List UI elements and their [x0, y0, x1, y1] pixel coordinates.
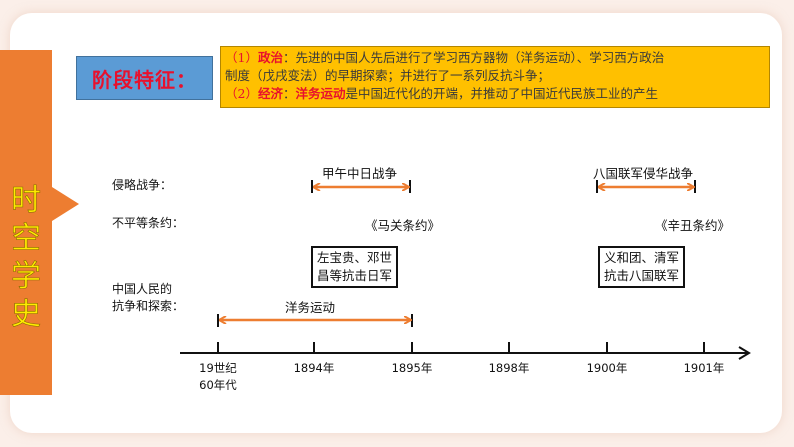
economy-text: 是中国近代化的开端，并推动了中国近代民族工业的产生	[345, 86, 659, 101]
event-westernization-movement: 洋务运动	[285, 300, 336, 315]
tick-label-line: 19世纪	[199, 361, 237, 375]
stage-line-3: （2）经济：洋务运动是中国近代化的开端，并推动了中国近代民族工业的产生	[225, 85, 765, 103]
resistance-2-line-2: 抗击八国联军	[604, 268, 680, 283]
side-panel: 时 空 学 史	[0, 50, 52, 395]
tick-label: 1898年	[488, 361, 530, 375]
stage-features-text: （1）政治：先进的中国人先后进行了学习西方器物（洋务运动）、学习西方政治 制度（…	[220, 46, 770, 108]
economy-key: 经济	[257, 86, 283, 101]
treaty-boxer-protocol: 《辛丑条约》	[655, 218, 731, 233]
side-title-char: 学	[11, 259, 42, 295]
resistance-1-line-1: 左宝贵、邓世	[317, 250, 393, 265]
tick-label: 1901年	[683, 361, 725, 375]
side-title-char: 史	[11, 297, 42, 333]
row-label-people-1: 中国人民的	[112, 282, 173, 296]
resistance-2-line-1: 义和团、清军	[604, 250, 680, 265]
resistance-box-1: 左宝贵、邓世 昌等抗击日军	[311, 246, 399, 288]
row-label-war: 侵略战争：	[112, 178, 173, 192]
tick-label: 1894年	[293, 361, 335, 375]
event-sino-japanese-war: 甲午中日战争	[322, 166, 398, 181]
tick-label: 1900年	[586, 361, 628, 375]
politics-key: 政治	[257, 50, 283, 65]
westernization-key: 洋务运动	[295, 86, 346, 101]
item-number: （2）	[225, 86, 258, 101]
tick-label: 1895年	[391, 361, 433, 375]
stage-line-2: 制度（戊戌变法）的早期探索；并进行了一系列反抗斗争；	[225, 68, 551, 83]
stage-line-1: （1）政治：先进的中国人先后进行了学习西方器物（洋务运动）、学习西方政治	[225, 49, 765, 67]
side-title-char: 空	[11, 221, 42, 257]
resistance-1-line-2: 昌等抗击日军	[317, 268, 393, 283]
right-arrow-icon	[52, 187, 79, 221]
tick-label-line: 60年代	[199, 378, 237, 392]
politics-text: ：先进的中国人先后进行了学习西方器物（洋务运动）、学习西方政治	[282, 50, 665, 65]
colon: ：	[282, 86, 296, 101]
treaty-shimonoseki: 《马关条约》	[365, 218, 441, 233]
tick-label: 19世纪 60年代	[193, 360, 243, 394]
stage-features-label: 阶段特征：	[76, 56, 213, 100]
event-eight-nation-war: 八国联军侵华战争	[593, 166, 694, 181]
side-title: 时 空 学 史	[4, 182, 48, 334]
row-label-people-2: 抗争和探索：	[112, 299, 185, 313]
resistance-box-2: 义和团、清军 抗击八国联军	[598, 246, 686, 288]
side-title-char: 时	[11, 183, 42, 219]
row-label-treaty: 不平等条约：	[112, 216, 185, 230]
item-number: （1）	[225, 50, 258, 65]
